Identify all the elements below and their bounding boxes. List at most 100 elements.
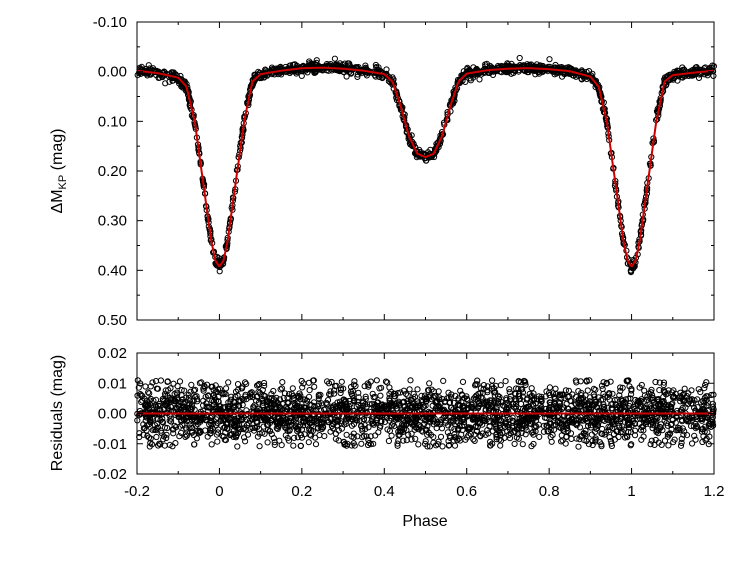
residual-data-point [171, 397, 178, 404]
residual-data-point [455, 426, 462, 433]
residual-data-point [600, 379, 607, 386]
residual-data-point [619, 397, 626, 404]
residual-data-point [467, 424, 474, 431]
residual-data-point [359, 402, 367, 409]
residual-data-point [224, 419, 231, 426]
residual-data-point [617, 418, 624, 425]
residual-data-point [464, 405, 471, 412]
residual-data-point [209, 421, 216, 428]
light-curve-data-point [470, 64, 477, 71]
residual-data-point [489, 377, 496, 384]
residual-data-point [487, 438, 494, 445]
light-curve-data-point [493, 68, 500, 75]
residual-data-point [234, 381, 242, 388]
residual-data-point [651, 399, 658, 406]
residual-data-point [147, 419, 154, 426]
residual-data-point [161, 390, 169, 397]
residual-data-point [660, 379, 668, 386]
residual-data-point [664, 390, 671, 397]
residual-data-point [701, 385, 708, 392]
residual-data-point [420, 404, 427, 411]
residual-data-point [682, 404, 689, 411]
residual-data-point [225, 379, 232, 386]
light-curve-data-point [354, 71, 361, 78]
residual-data-point [563, 434, 570, 441]
residual-data-point [458, 431, 465, 438]
residual-data-point [315, 391, 322, 398]
residual-data-point [694, 424, 701, 431]
residual-data-point [677, 442, 685, 449]
residuals-x-ticks: -0.2 0 0.2 0.4 0.6 0.8 1 1.2 [124, 353, 724, 500]
residual-data-point [370, 421, 377, 428]
residual-data-point [459, 378, 467, 385]
light-curve-data-point [487, 62, 494, 70]
residual-data-point [276, 396, 283, 403]
residual-data-point [689, 440, 696, 447]
residual-data-point [277, 386, 284, 393]
residual-data-point [182, 433, 189, 440]
residual-data-point [400, 437, 407, 444]
residual-data-point [671, 436, 678, 443]
residual-data-point [159, 397, 167, 404]
light-curve-y-tick-label: 0.10 [98, 113, 127, 130]
residual-data-point [610, 430, 618, 438]
residual-data-point [699, 425, 707, 433]
residual-data-point [681, 385, 688, 392]
residual-data-point [522, 379, 529, 386]
residual-data-point [178, 406, 185, 413]
residual-data-point [228, 393, 235, 400]
residual-data-point [387, 415, 394, 422]
residual-data-point [306, 420, 314, 427]
residual-data-point [430, 439, 437, 446]
residual-data-point [617, 387, 624, 394]
residual-data-point [214, 438, 221, 445]
residuals-y-axis-title: Residuals (mag) [49, 355, 66, 471]
residual-data-point [459, 416, 466, 423]
residual-data-point [560, 404, 568, 411]
residual-data-point [551, 395, 559, 402]
residual-data-point [321, 433, 328, 440]
residual-data-point [436, 403, 443, 410]
residual-data-point [617, 384, 624, 391]
residual-data-point [703, 393, 710, 400]
residual-data-point [660, 393, 667, 401]
residual-data-point [513, 397, 520, 404]
residual-data-point [163, 431, 170, 438]
residual-data-point [558, 438, 565, 445]
residual-data-point [182, 431, 189, 438]
residual-data-point [239, 383, 246, 390]
residual-data-point [284, 435, 291, 442]
residual-data-point [342, 440, 349, 448]
residual-data-point [601, 393, 608, 400]
residual-data-point [278, 416, 285, 423]
residual-data-point [244, 431, 252, 438]
residual-data-point [626, 402, 633, 410]
residual-data-point [694, 396, 701, 403]
residual-data-point [376, 385, 383, 392]
residual-data-point [375, 406, 382, 413]
residual-data-point [371, 405, 378, 412]
residual-data-point [426, 443, 434, 450]
residual-data-point [156, 440, 163, 447]
residual-data-point [147, 415, 154, 422]
residual-data-point [367, 441, 374, 448]
residual-data-point [164, 403, 171, 410]
light-curve-y-tick-label: 0.20 [98, 163, 127, 180]
residual-data-point [135, 384, 142, 391]
residual-data-point [551, 426, 558, 433]
residual-data-point [222, 391, 229, 398]
residual-data-point [631, 427, 639, 434]
residual-data-point [457, 437, 464, 444]
residual-data-point [582, 433, 589, 440]
residual-data-point [641, 387, 648, 394]
residual-data-point [475, 401, 482, 408]
residual-data-point [372, 432, 379, 439]
residual-data-point [676, 425, 683, 432]
residual-data-point [322, 406, 329, 413]
residual-data-point [522, 431, 529, 438]
residual-data-point [230, 404, 237, 411]
residual-data-point [188, 429, 196, 436]
residual-data-point [392, 414, 399, 421]
residual-data-point [440, 377, 447, 384]
